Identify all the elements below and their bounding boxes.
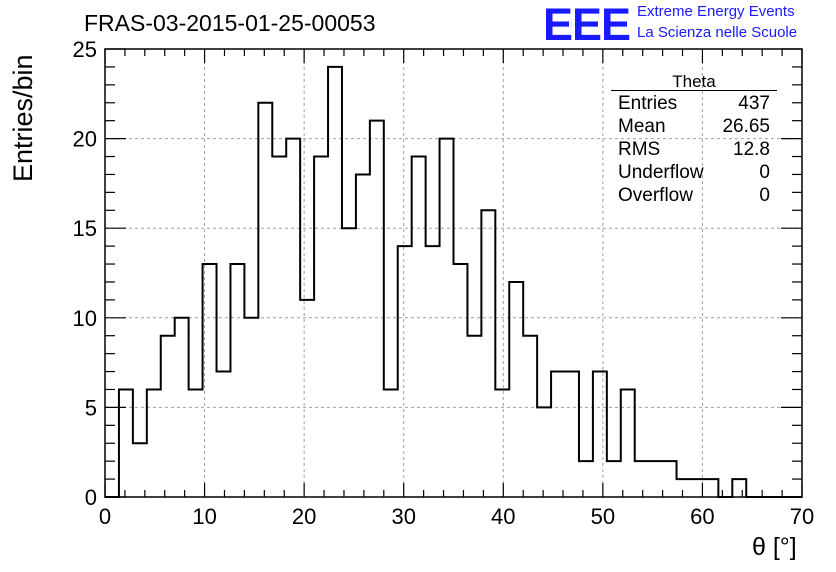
plot-frame <box>104 48 803 498</box>
x-tick-label: 70 <box>790 504 814 529</box>
histogram-outline <box>105 65 802 498</box>
x-tick-label: 40 <box>491 504 515 529</box>
stats-divider <box>611 90 777 91</box>
x-tick-label: 30 <box>391 504 415 529</box>
tick-labels: 0 10 20 30 40 50 60 70 0 5 10 15 20 25 <box>73 37 815 529</box>
y-tick-label: 15 <box>73 216 97 241</box>
stats-title: Theta <box>672 72 716 91</box>
axis-ticks <box>104 48 803 498</box>
eee-logo-mark: EEE <box>543 0 631 50</box>
y-tick-label: 10 <box>73 306 97 331</box>
y-tick-label: 25 <box>73 37 97 62</box>
y-tick-label: 20 <box>73 127 97 152</box>
stats-row-entries: Entries 437 <box>618 93 770 114</box>
chart-title: FRAS-03-2015-01-25-00053 <box>84 10 376 36</box>
stats-row-mean: Mean 26.65 <box>618 116 770 137</box>
x-axis-label: θ [°] <box>752 533 797 561</box>
logo-line-1: Extreme Energy Events <box>637 3 795 20</box>
x-tick-label: 10 <box>192 504 216 529</box>
x-tick-label: 20 <box>292 504 316 529</box>
stats-row-rms: RMS 12.8 <box>618 139 770 160</box>
stats-row-underflow: Underflow 0 <box>618 162 770 183</box>
x-tick-label: 50 <box>591 504 615 529</box>
logo-line-2: La Scienza nelle Scuole <box>637 24 798 41</box>
x-tick-label: 60 <box>690 504 714 529</box>
y-tick-label: 5 <box>85 395 97 420</box>
x-tick-label: 0 <box>99 504 111 529</box>
y-tick-label: 0 <box>85 485 97 510</box>
stats-row-overflow: Overflow 0 <box>618 185 770 206</box>
